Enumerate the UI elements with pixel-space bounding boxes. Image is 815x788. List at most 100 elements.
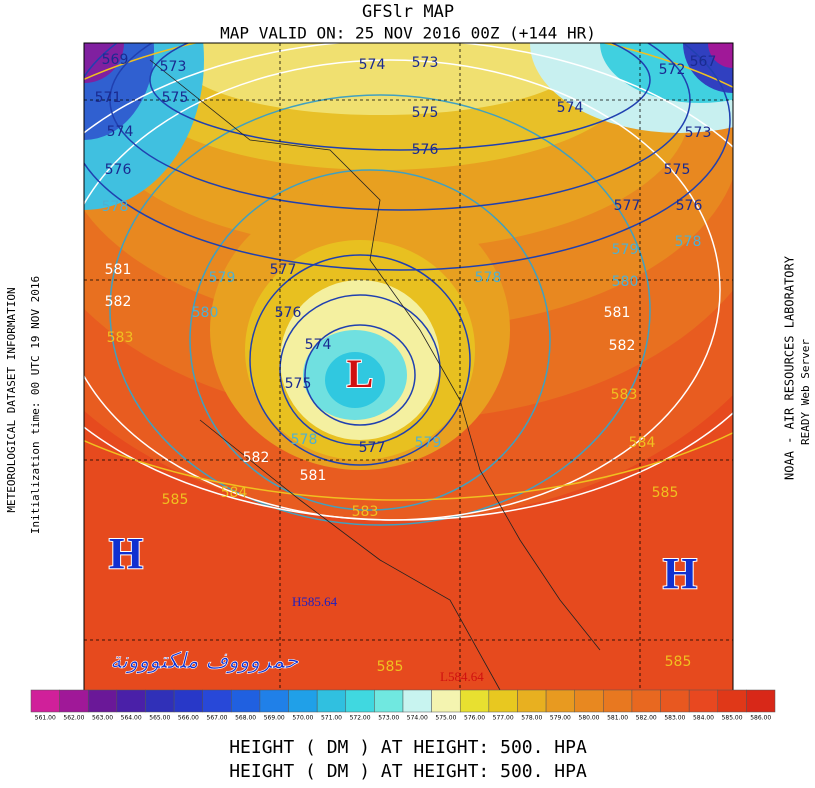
contour-label: 575: [664, 162, 691, 178]
label: READY Web Server: [799, 339, 812, 445]
map-background: [84, 43, 733, 700]
contour-label: 578: [675, 234, 702, 250]
contour-label: 583: [107, 330, 134, 346]
pressure-center: H: [109, 529, 143, 578]
colorbar-label: 579.00: [550, 715, 571, 722]
colorbar-cell: [574, 689, 604, 713]
colorbar-cell: [660, 689, 690, 713]
contour-label: 581: [105, 262, 132, 278]
grid: [84, 43, 733, 700]
contour-label: 576: [275, 305, 302, 321]
colorbar-cell: [717, 689, 747, 713]
colorbar-cell: [145, 689, 175, 713]
colorbar-label: 571.00: [321, 715, 342, 722]
colorbar-cell: [116, 689, 146, 713]
shape: [325, 352, 385, 408]
colorbar-cell: [545, 689, 575, 713]
colorbar-cell: [59, 689, 89, 713]
label: Initialization time: 00 UTC 19 NOV 2016: [29, 276, 42, 534]
border: [149, 59, 601, 651]
contour-label: 576: [105, 162, 132, 178]
extreme-value: H585.64: [292, 594, 338, 609]
colorbar-label: 565.00: [149, 715, 170, 722]
shape: [304, 324, 416, 426]
colorbar-label: 567.00: [207, 715, 228, 722]
contour-label: 575: [285, 376, 312, 392]
shape: [249, 254, 471, 466]
colorbar-cell: [173, 689, 203, 713]
colorbar-label: 576.00: [464, 715, 485, 722]
colorbar-label: 569.00: [264, 715, 285, 722]
shape: [84, 43, 733, 501]
colorbar-cell: [517, 689, 547, 713]
contour-label: 582: [105, 294, 132, 310]
contour-label: 574: [359, 57, 386, 73]
label: GFSlr MAP: [362, 2, 454, 22]
colorbar-label: 574.00: [407, 715, 428, 722]
colorbar-cell: [459, 689, 490, 713]
shape: [180, 43, 580, 115]
border: [199, 419, 501, 691]
contour-label: 578: [291, 432, 318, 448]
contour-label: 573: [685, 125, 712, 141]
colorbar-label: 561.00: [35, 715, 56, 722]
contour-label: 575: [412, 105, 439, 121]
colorbar-cell: [746, 689, 776, 713]
colorbar-label: 563.00: [92, 715, 113, 722]
contour-label: 574: [107, 124, 134, 140]
colorbar-label: 573.00: [378, 715, 399, 722]
colorbar-label: 570.00: [292, 715, 313, 722]
shape: [84, 43, 124, 83]
contour-label: 567: [690, 54, 717, 70]
contour-label: 579: [209, 270, 236, 286]
label: HEIGHT ( DM ) AT HEIGHT: 500. HPA: [229, 737, 587, 758]
contour-label: 571: [95, 90, 122, 106]
colorbar-cell: [87, 689, 118, 713]
colorbar-cell: [231, 689, 261, 713]
contour-label: 577: [270, 262, 297, 278]
shape: [149, 43, 651, 151]
colorbar-label: 566.00: [178, 715, 199, 722]
contour-label: 580: [192, 305, 219, 321]
colorbar-label: 575.00: [435, 715, 456, 722]
shape: [189, 169, 551, 511]
extreme-value: L584.64: [440, 669, 484, 684]
pressure-center: L: [347, 351, 374, 396]
colorbar-label: 581.00: [607, 715, 628, 722]
colorbar-cell: [688, 689, 719, 713]
label: HEIGHT ( DM ) AT HEIGHT: 500. HPA: [229, 761, 587, 782]
colorbar-cell: [374, 689, 404, 713]
colorbar-cell: [431, 689, 461, 713]
contour-label: 577: [359, 440, 386, 456]
colorbar-cell: [288, 689, 318, 713]
contour-label: 578: [102, 199, 129, 215]
colorbar-label: 572.00: [350, 715, 371, 722]
colorbar-cell: [259, 689, 289, 713]
colorbar-label: 582.00: [636, 715, 657, 722]
colorbar-label: 564.00: [121, 715, 142, 722]
contours: [84, 43, 733, 526]
colorbar-label: 583.00: [664, 715, 685, 722]
shape: [84, 43, 731, 271]
colorbar-label: 586.00: [750, 715, 771, 722]
pressure-center: H: [663, 549, 697, 598]
shape: [708, 43, 733, 68]
label: NOAA - AIR RESOURCES LABORATORY: [783, 255, 797, 480]
label: حمروووف ملكتووونة: [110, 649, 299, 674]
contour-label: 577: [614, 198, 641, 214]
contour-label: 583: [611, 387, 638, 403]
contour-label: 585: [377, 659, 404, 675]
contour-label: 575: [162, 90, 189, 106]
contour-label: 579: [415, 435, 442, 451]
contour-label: 573: [412, 55, 439, 71]
colorbar-cell: [631, 689, 661, 713]
contour-label: 579: [612, 242, 639, 258]
colorbar-label: 584.00: [693, 715, 714, 722]
colorbar-label: 577.00: [493, 715, 514, 722]
contour-label: 585: [665, 654, 692, 670]
shape: [109, 94, 651, 526]
contour-label: 576: [676, 198, 703, 214]
colorbar-cell: [202, 689, 232, 713]
contour-label: 576: [412, 142, 439, 158]
